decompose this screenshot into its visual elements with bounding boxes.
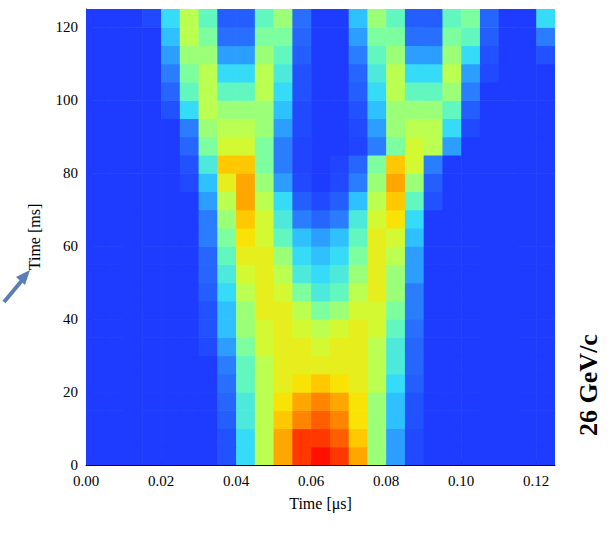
svg-text:0.04: 0.04 xyxy=(223,473,250,489)
svg-text:0.10: 0.10 xyxy=(448,473,474,489)
svg-text:0.12: 0.12 xyxy=(523,473,549,489)
svg-text:0.06: 0.06 xyxy=(298,473,325,489)
svg-text:0.02: 0.02 xyxy=(148,473,174,489)
svg-text:0: 0 xyxy=(71,457,79,473)
svg-text:60: 60 xyxy=(63,238,78,254)
svg-text:0.08: 0.08 xyxy=(373,473,399,489)
svg-text:Time [ms]: Time [ms] xyxy=(26,204,43,271)
svg-text:0.00: 0.00 xyxy=(73,473,99,489)
svg-text:20: 20 xyxy=(63,384,78,400)
svg-text:Time [μs]: Time [μs] xyxy=(289,495,352,513)
svg-text:120: 120 xyxy=(56,19,79,35)
svg-text:80: 80 xyxy=(63,165,78,181)
svg-text:100: 100 xyxy=(56,92,79,108)
svg-text:40: 40 xyxy=(63,311,78,327)
svg-text:26 GeV/c: 26 GeV/c xyxy=(574,334,603,436)
